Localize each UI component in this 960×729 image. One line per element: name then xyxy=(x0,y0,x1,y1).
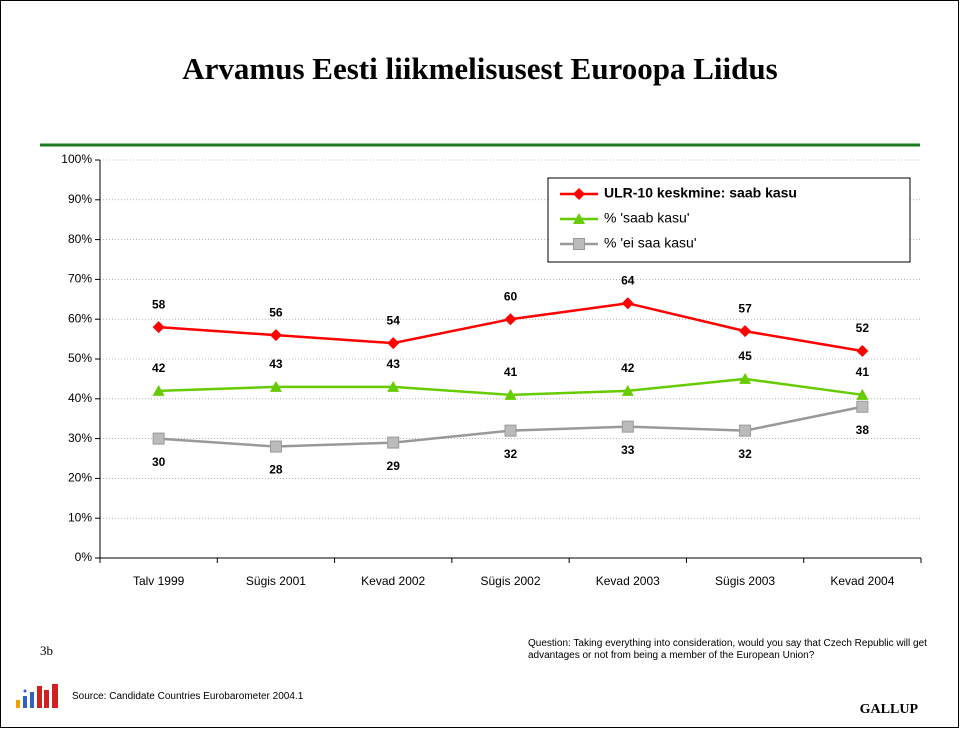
marker xyxy=(856,400,869,413)
data-label: 57 xyxy=(738,301,752,315)
y-tick-label: 10% xyxy=(68,510,92,524)
marker xyxy=(573,238,585,250)
marker xyxy=(152,432,165,445)
data-label: 64 xyxy=(621,273,635,287)
marker xyxy=(152,384,165,396)
x-tick-label: Talv 1999 xyxy=(133,574,185,588)
y-tick-label: 30% xyxy=(68,431,92,445)
marker xyxy=(739,325,752,338)
data-label: 54 xyxy=(387,313,401,327)
y-tick-label: 90% xyxy=(68,192,92,206)
marker xyxy=(621,384,634,396)
legend-label: % 'saab kasu' xyxy=(604,210,690,226)
marker xyxy=(504,313,517,326)
y-tick-label: 80% xyxy=(68,232,92,246)
marker xyxy=(573,213,585,224)
data-label: 58 xyxy=(152,297,166,311)
marker xyxy=(387,436,400,449)
question-note: Question: Taking everything into conside… xyxy=(528,638,927,661)
marker xyxy=(621,297,634,310)
data-label: 32 xyxy=(504,447,518,461)
data-label: 30 xyxy=(152,455,166,469)
legend-box xyxy=(547,177,911,263)
x-tick-label: Kevad 2002 xyxy=(361,574,425,588)
logo xyxy=(16,684,58,708)
source-note: Source: Candidate Countries Eurobaromete… xyxy=(72,691,304,702)
data-label: 38 xyxy=(856,423,870,437)
marker xyxy=(152,321,165,334)
marker xyxy=(269,380,282,392)
y-tick-label: 70% xyxy=(68,272,92,286)
y-tick-label: 100% xyxy=(61,152,92,166)
y-tick-label: 0% xyxy=(75,550,93,564)
marker xyxy=(269,440,282,453)
marker xyxy=(739,372,752,384)
data-label: 45 xyxy=(738,349,752,363)
y-tick-label: 40% xyxy=(68,391,92,405)
marker xyxy=(739,424,752,437)
data-label: 43 xyxy=(387,357,401,371)
data-label: 29 xyxy=(387,459,401,473)
data-label: 42 xyxy=(621,361,635,375)
chart-title: Arvamus Eesti liikmelisusest Euroopa Lii… xyxy=(182,51,777,86)
data-label: 43 xyxy=(269,357,283,371)
marker xyxy=(504,388,517,400)
data-label: 52 xyxy=(856,321,870,335)
marker xyxy=(504,424,517,437)
marker xyxy=(856,345,869,358)
y-tick-label: 20% xyxy=(68,471,92,485)
data-label: 32 xyxy=(738,447,752,461)
data-label: 41 xyxy=(856,365,870,379)
x-tick-label: Kevad 2004 xyxy=(830,574,894,588)
legend-label: % 'ei saa kasu' xyxy=(604,235,697,251)
marker xyxy=(269,329,282,342)
legend-label: ULR-10 keskmine: saab kasu xyxy=(604,185,797,201)
marker xyxy=(621,420,634,433)
y-tick-label: 50% xyxy=(68,351,92,365)
x-tick-label: Sügis 2002 xyxy=(480,574,540,588)
marker xyxy=(856,388,869,400)
data-label: 41 xyxy=(504,365,518,379)
brand: GALLUP xyxy=(860,702,919,717)
data-label: 33 xyxy=(621,443,635,457)
data-label: 28 xyxy=(269,463,283,477)
data-label: 56 xyxy=(269,305,283,319)
x-tick-label: Kevad 2003 xyxy=(596,574,660,588)
y-tick-label: 60% xyxy=(68,311,92,325)
marker xyxy=(573,188,585,200)
marker xyxy=(387,380,400,392)
data-label: 60 xyxy=(504,289,518,303)
x-tick-label: Sügis 2001 xyxy=(246,574,306,588)
data-label: 42 xyxy=(152,361,166,375)
x-tick-label: Sügis 2003 xyxy=(715,574,775,588)
marker xyxy=(387,337,400,350)
slide-number: 3b xyxy=(40,643,53,658)
